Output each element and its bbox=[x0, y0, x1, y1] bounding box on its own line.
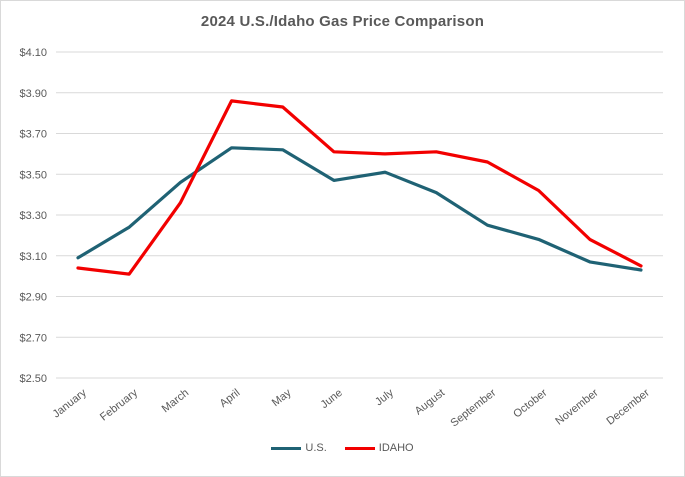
series-line-us bbox=[76, 146, 643, 272]
y-axis-tick-label: $4.10 bbox=[19, 47, 47, 59]
legend-label: IDAHO bbox=[378, 442, 414, 454]
x-axis-month-label: February bbox=[98, 387, 140, 424]
x-axis-month-label: July bbox=[373, 387, 396, 409]
y-axis-tick-label: $2.70 bbox=[19, 332, 47, 344]
chart-title: 2024 U.S./Idaho Gas Price Comparison bbox=[200, 13, 485, 30]
y-axis-tick-label: $3.70 bbox=[19, 129, 47, 141]
y-axis-tick-label: $3.90 bbox=[19, 88, 47, 100]
x-axis-month-label: January bbox=[51, 387, 90, 421]
x-axis-month-label: November bbox=[553, 387, 601, 428]
y-axis-tick-label: $2.90 bbox=[19, 292, 47, 304]
legend-line-swatch bbox=[344, 446, 375, 450]
y-axis-tick-label: $3.30 bbox=[19, 210, 47, 222]
legend-label: U.S. bbox=[305, 442, 327, 454]
x-axis-month-label: May bbox=[270, 387, 294, 410]
x-axis-month-label: August bbox=[413, 387, 447, 418]
y-axis-tick-label: $3.10 bbox=[19, 251, 47, 263]
series-line-idaho bbox=[76, 99, 643, 276]
x-axis-month-label: March bbox=[160, 387, 191, 415]
legend-item-idaho[interactable]: IDAHO bbox=[344, 442, 414, 454]
y-axis-tick-label: $3.50 bbox=[19, 169, 47, 181]
x-axis-month-label: October bbox=[511, 387, 549, 421]
x-axis-month-label: June bbox=[319, 387, 345, 411]
x-axis-month-label: April bbox=[218, 387, 243, 410]
legend-line-swatch bbox=[271, 446, 302, 450]
chart-legend: U.S. IDAHO bbox=[1, 442, 684, 454]
legend-item-us[interactable]: U.S. bbox=[271, 442, 327, 454]
x-axis-month-label: December bbox=[604, 387, 652, 428]
x-axis-month-label: September bbox=[449, 387, 499, 430]
y-axis-tick-label: $2.50 bbox=[19, 373, 47, 385]
